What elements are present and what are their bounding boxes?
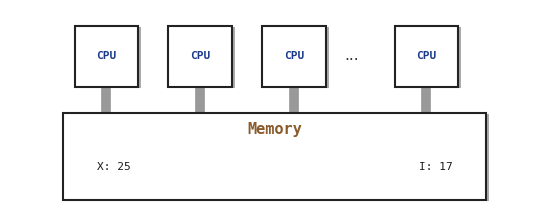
FancyBboxPatch shape	[395, 26, 458, 87]
Text: CPU: CPU	[190, 51, 210, 61]
FancyBboxPatch shape	[168, 26, 232, 87]
FancyBboxPatch shape	[398, 27, 461, 88]
FancyBboxPatch shape	[262, 26, 326, 87]
Text: ...: ...	[345, 48, 359, 63]
FancyBboxPatch shape	[78, 27, 141, 88]
FancyBboxPatch shape	[172, 27, 235, 88]
Text: CPU: CPU	[284, 51, 304, 61]
FancyBboxPatch shape	[75, 26, 138, 87]
Text: CPU: CPU	[96, 51, 116, 61]
Text: Memory: Memory	[247, 122, 302, 136]
FancyBboxPatch shape	[266, 27, 329, 88]
FancyBboxPatch shape	[63, 113, 486, 200]
Text: CPU: CPU	[416, 51, 437, 61]
FancyBboxPatch shape	[67, 114, 489, 201]
Text: X: 25: X: 25	[97, 162, 130, 172]
Text: I: 17: I: 17	[419, 162, 453, 172]
